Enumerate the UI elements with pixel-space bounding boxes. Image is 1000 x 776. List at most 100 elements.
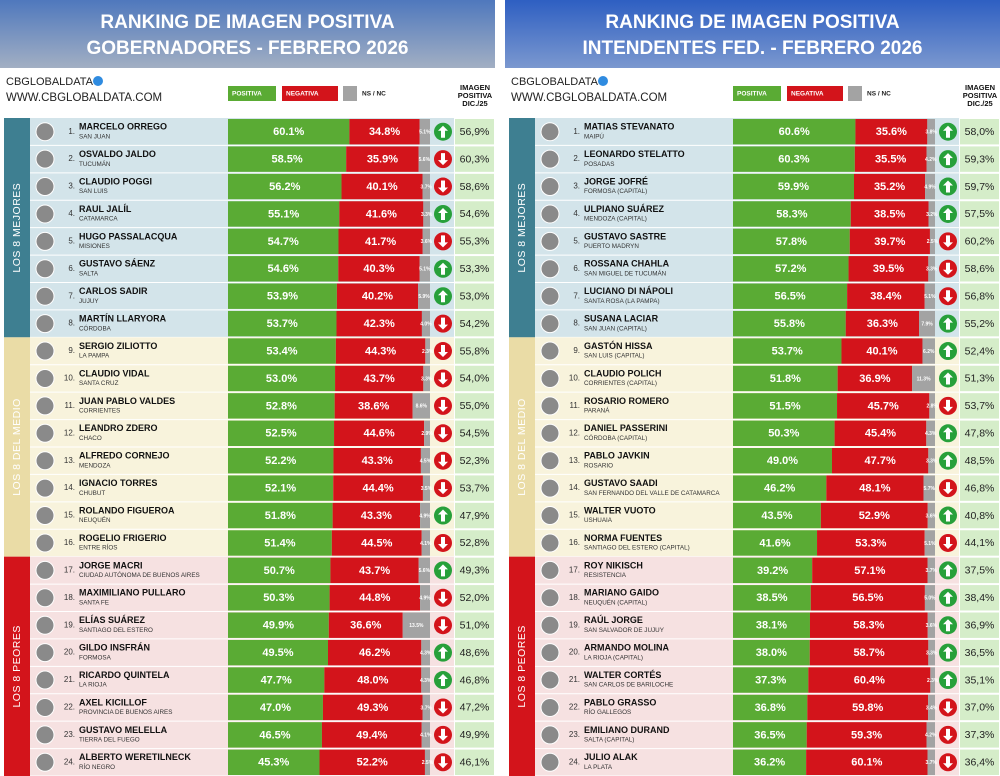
bar-positive (733, 365, 838, 392)
bar-label: 49.0% (767, 455, 798, 467)
bar-label: 51.8% (770, 373, 801, 385)
bar-negative (809, 639, 929, 666)
previous-cell (455, 420, 494, 446)
bar-label: 39.5% (873, 263, 904, 275)
trend-arrow (943, 701, 953, 714)
bar-label: 60.1% (851, 757, 882, 769)
photo (35, 204, 55, 224)
bar-label: 60.3% (778, 154, 809, 166)
place: CORRIENTES (79, 408, 120, 415)
bar-negative (327, 639, 422, 666)
bar-label: 3.3% (421, 376, 433, 382)
group-label: LOS 8 DEL MEDIO (516, 398, 528, 496)
photo (540, 177, 560, 197)
bar-negative (333, 475, 423, 501)
place: RÍO GALLEGOS (584, 707, 631, 716)
bar-negative (321, 722, 422, 748)
bar-label: 36.6% (350, 620, 381, 632)
bar-positive (733, 338, 842, 364)
rank: 21. (64, 675, 75, 684)
trend-arrow (438, 701, 448, 714)
place: NEUQUÉN (CAPITAL) (584, 597, 647, 606)
rank: 19. (64, 620, 75, 629)
photo (540, 259, 560, 279)
name: MARCELO ORREGO (79, 122, 167, 132)
name: GUSTAVO SÁENZ (79, 259, 156, 269)
bar-nsnc (423, 365, 430, 392)
previous-value: 48,6% (460, 647, 490, 659)
name: ROSSANA CHAHLA (584, 259, 670, 269)
trend-arrow (438, 345, 448, 358)
legend-label: NEGATIVA (286, 91, 319, 98)
bar-positive (228, 256, 339, 282)
rank: 4. (68, 209, 75, 218)
name: RICARDO QUINTELA (79, 670, 170, 680)
rank: 11. (64, 401, 75, 410)
bar-label: 35.2% (874, 181, 905, 193)
previous-cell (455, 667, 494, 693)
bar-nsnc (930, 667, 935, 693)
group-strip (509, 337, 535, 557)
bar-negative (338, 256, 420, 282)
photo (35, 286, 55, 306)
previous-cell (960, 393, 999, 419)
place: SALTA (79, 270, 99, 277)
name: MARIANO GAIDO (584, 588, 659, 598)
bar-label: 11.3% (917, 376, 931, 382)
trend-arrow (943, 180, 953, 193)
place: RÍO NEGRO (79, 762, 115, 771)
trend-arrow (943, 153, 953, 166)
url: WWW.CBGLOBALDATA.COM (511, 92, 667, 104)
bar-positive (228, 420, 335, 446)
bar-negative (334, 420, 425, 446)
bar-label: 45.3% (258, 757, 289, 769)
name: CLAUDIO VIDAL (79, 368, 150, 378)
bar-nsnc (420, 502, 430, 529)
brand: CBGLOBALDATA (6, 76, 94, 88)
rank: 17. (569, 565, 580, 574)
bar-nsnc (421, 667, 430, 693)
bar-label: 35.6% (876, 126, 907, 138)
bar-label: 58.3% (776, 208, 807, 220)
previous-value: 58,6% (965, 263, 995, 275)
bar-label: 49.3% (357, 702, 388, 714)
bar-negative (349, 119, 420, 145)
trend-arrow (438, 399, 448, 412)
bar-label: 46.2% (359, 647, 390, 659)
previous-value: 55,3% (460, 236, 490, 248)
previous-cell (960, 228, 999, 255)
name: PABLO GRASSO (584, 697, 656, 707)
name: GUSTAVO MELELLA (79, 725, 168, 735)
trend-arrow (438, 153, 448, 166)
photo (35, 368, 55, 388)
rank: 16. (569, 538, 580, 547)
photo (540, 341, 560, 361)
bar-positive (228, 722, 322, 748)
photo (540, 752, 560, 772)
rank: 23. (64, 730, 75, 739)
trend-arrow (943, 728, 953, 741)
name: ROY NIKISCH (584, 560, 643, 570)
place: MISIONES (79, 243, 110, 250)
bar-negative (329, 585, 421, 611)
rank: 4. (573, 209, 580, 218)
previous-value: 51,0% (460, 619, 490, 631)
place: POSADAS (584, 161, 614, 168)
bar-nsnc (912, 365, 935, 392)
previous-value: 48,5% (965, 455, 995, 467)
bar-label: 7.9% (921, 321, 933, 327)
place: SAN FERNANDO DEL VALLE DE CATAMARCA (584, 490, 720, 497)
trend-arrow (943, 125, 953, 138)
bar-positive (228, 530, 332, 556)
previous-cell (455, 146, 494, 172)
rank: 13. (569, 456, 580, 465)
bar-label: 36.5% (754, 729, 785, 741)
bar-negative (845, 310, 920, 337)
previous-cell (960, 585, 999, 611)
name: LEONARDO STELATTO (584, 149, 685, 159)
bar-nsnc (928, 256, 935, 282)
bar-label: 59.3% (851, 729, 882, 741)
trend-arrow (438, 674, 448, 687)
column-header: DIC./25 (462, 99, 487, 108)
bar-negative (847, 283, 925, 309)
